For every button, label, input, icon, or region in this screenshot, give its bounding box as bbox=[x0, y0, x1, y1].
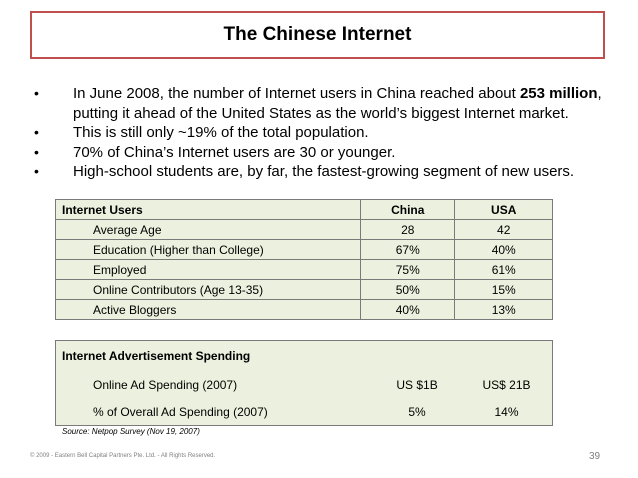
table-row: Online Contributors (Age 13-35) 50% 15% bbox=[54, 279, 553, 300]
bullet-item: • In June 2008, the number of Internet u… bbox=[34, 85, 602, 122]
bullet-icon: • bbox=[34, 85, 39, 101]
slide-title-box: The Chinese Internet bbox=[30, 11, 605, 59]
bullet-item: • High-school students are, by far, the … bbox=[34, 163, 575, 180]
table-row: Average Age 28 42 bbox=[54, 219, 553, 240]
table-header-row: Internet Users China USA bbox=[54, 199, 553, 220]
page-number: 39 bbox=[589, 451, 601, 462]
header-cell: Internet Users bbox=[54, 199, 362, 220]
header-cell-china: China bbox=[360, 199, 456, 220]
table-row: Active Bloggers 40% 13% bbox=[54, 299, 553, 320]
table-row: Employed 75% 61% bbox=[54, 259, 553, 280]
bullet-item: • This is still only ~19% of the total p… bbox=[34, 124, 369, 141]
table-row: % of Overall Ad Spending (2007) 5% 14% bbox=[93, 404, 519, 419]
ad-spending-table: Internet Advertisement Spending Online A… bbox=[55, 340, 553, 426]
header-cell-usa: USA bbox=[454, 199, 553, 220]
internet-users-table: Internet Users China USA Average Age 28 … bbox=[54, 199, 553, 320]
table-header-row: Internet Advertisement Spending bbox=[56, 341, 553, 372]
table-row: Online Ad Spending (2007) US $1B US$ 21B bbox=[93, 377, 531, 392]
bullet-icon: • bbox=[34, 163, 39, 179]
bullet-item: • 70% of China’s Internet users are 30 o… bbox=[34, 143, 396, 161]
bullet-icon: • bbox=[34, 124, 39, 140]
slide-title: The Chinese Internet bbox=[223, 24, 412, 45]
copyright-footer: © 2009 - Eastern Bell Capital Partners P… bbox=[30, 453, 216, 459]
source-note: Source: Netpop Survey (Nov 19, 2007) bbox=[62, 427, 200, 436]
bullet-list: • In June 2008, the number of Internet u… bbox=[34, 84, 624, 182]
table-row: Education (Higher than College) 67% 40% bbox=[54, 239, 553, 260]
header-cell: Internet Advertisement Spending bbox=[62, 349, 251, 363]
bullet-icon: • bbox=[34, 143, 39, 160]
